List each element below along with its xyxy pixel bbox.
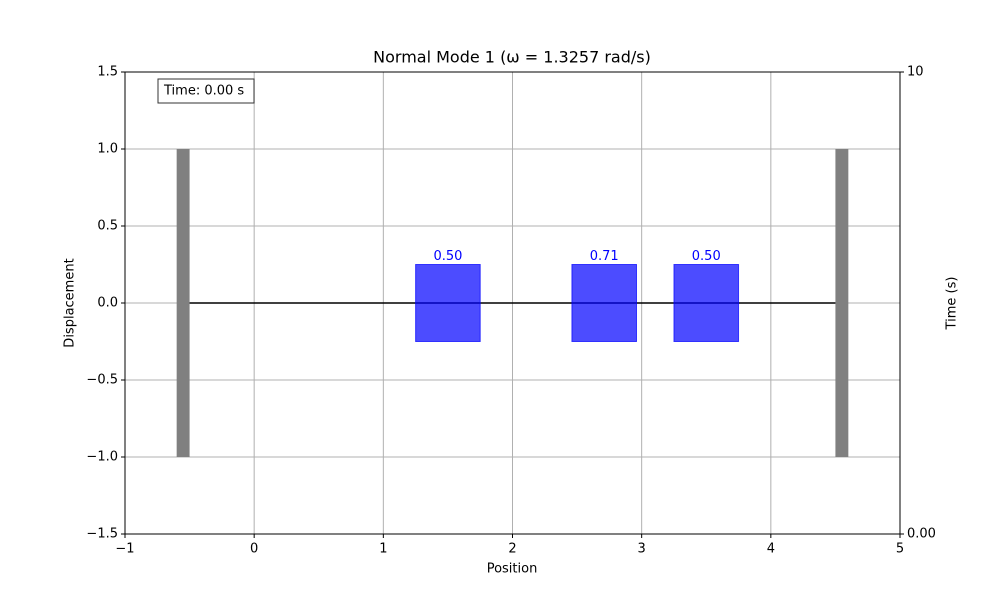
y2-axis-label: Time (s) [945,277,960,331]
x-axis-label: Position [487,562,538,577]
y2-tick-label: 10 [907,65,924,80]
annotation: Time: 0.00 s [163,84,244,99]
mass-label: 0.71 [590,249,619,264]
y-tick-label: 0.5 [97,219,118,234]
y-tick-label: −0.5 [86,373,118,388]
wall [835,149,849,457]
y-axis-label: Displacement [63,258,78,347]
y-tick-label: −1.0 [86,450,118,465]
x-tick-label: 1 [379,542,387,557]
mass [415,264,481,342]
chart-title: Normal Mode 1 (ω = 1.3257 rad/s) [373,48,651,67]
x-tick-label: 0 [250,542,258,557]
mass [673,264,740,342]
mass-label: 0.50 [692,249,721,264]
y-tick-label: −1.5 [86,527,118,542]
mass-label: 0.50 [433,249,462,264]
x-tick-label: 5 [896,542,904,557]
y2-tick-label: 0.00 [907,527,936,542]
mass [571,264,638,342]
wall [176,149,190,457]
y-tick-label: 1.0 [97,142,118,157]
y-tick-label: 0.0 [97,296,118,311]
x-tick-label: 2 [508,542,516,557]
x-tick-label: 4 [767,542,775,557]
x-tick-label: −1 [115,542,134,557]
plot-frame [124,71,901,535]
y-tick-label: 1.5 [97,65,118,80]
x-tick-label: 3 [638,542,646,557]
annotation-box [157,78,255,104]
